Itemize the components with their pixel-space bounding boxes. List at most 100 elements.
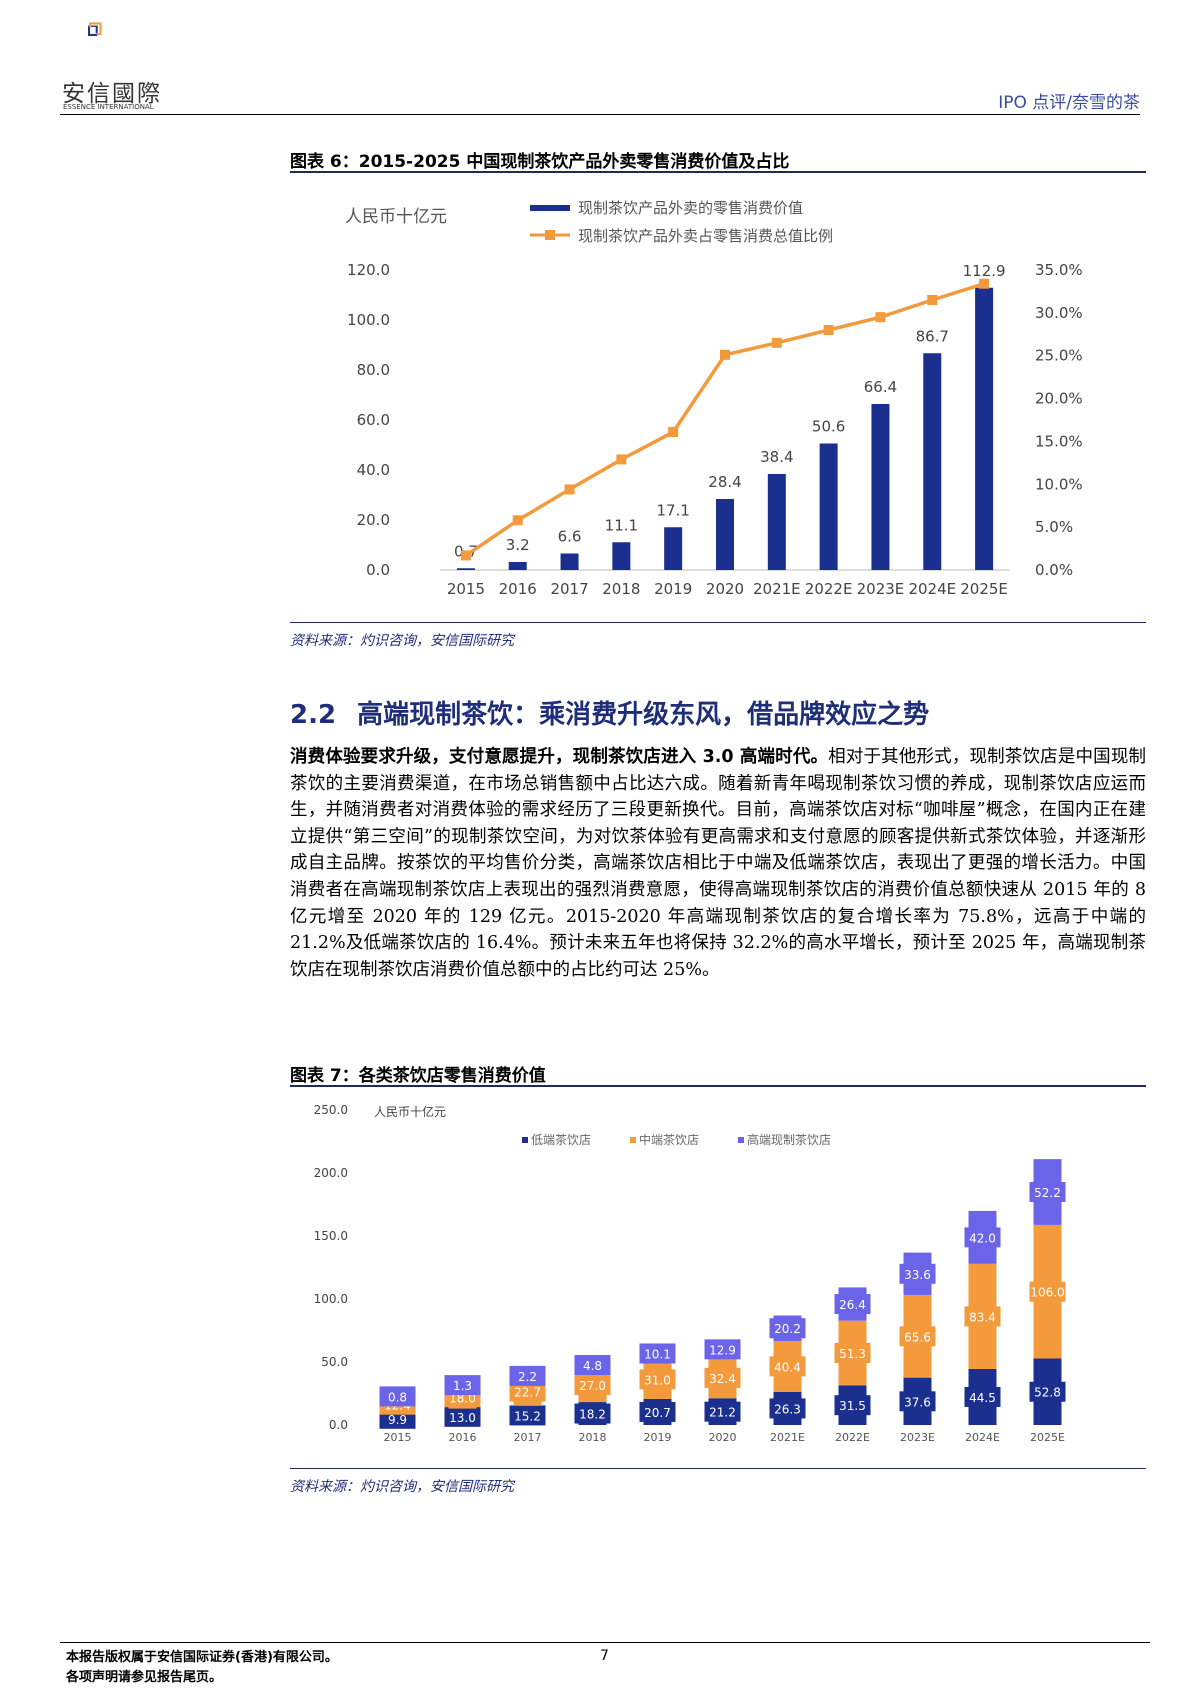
stack-label-bg xyxy=(639,1369,676,1390)
stack-label-bg xyxy=(574,1375,611,1396)
share-point-2020 xyxy=(720,349,730,360)
stack-value-label: 20.2 xyxy=(774,1322,801,1336)
right-axis-tick: 35.0% xyxy=(1035,261,1083,279)
figure6-title: 图表 6：2015-2025 中国现制茶饮产品外卖零售消费价值及占比 xyxy=(290,152,790,172)
stack-value-label: 32.4 xyxy=(709,1372,736,1386)
stack-label-bg xyxy=(704,1339,741,1360)
stack-label-bg xyxy=(704,1367,741,1388)
x-axis-tick: 2021E xyxy=(753,580,801,598)
paragraph-body: 相对于其他形式，现制茶饮店是中国现制茶饮的主要消费渠道，在市场总销售额中占比达六… xyxy=(290,747,1146,980)
x-axis-tick: 2015 xyxy=(447,580,485,598)
stack-label-bg xyxy=(899,1263,936,1284)
figure6-unit-label: 人民币十亿元 xyxy=(345,207,447,227)
bar-2015 xyxy=(456,568,475,570)
stack-value-label: 22.7 xyxy=(514,1386,541,1400)
legend6-line-label: 现制茶饮产品外卖占零售消费总值比例 xyxy=(578,227,833,245)
stack-label-bg xyxy=(574,1355,611,1376)
bar-2021E xyxy=(767,474,786,570)
stack-label-bg xyxy=(899,1326,936,1347)
company-logo-subtitle: ESSENCE INTERNATIONAL xyxy=(63,103,154,111)
footer-disclaimer: 本报告版权属于安信国际证券(香港)有限公司。 各项声明请参见报告尾页。 xyxy=(66,1648,338,1688)
bar-2019 xyxy=(664,527,683,570)
bar-2024E xyxy=(923,353,942,570)
stack-label-bg xyxy=(964,1227,1001,1248)
stack-value-label: 83.4 xyxy=(969,1310,996,1324)
stack-value-label: 106.0 xyxy=(1030,1286,1064,1300)
legend7-swatch-0 xyxy=(522,1137,528,1143)
bar-value-label: 50.6 xyxy=(812,418,845,436)
stack-label-bg xyxy=(509,1365,546,1386)
bar-value-label: 3.2 xyxy=(506,536,530,554)
share-point-2018 xyxy=(616,454,627,465)
stack-value-label: 2.2 xyxy=(518,1370,537,1384)
stack-value-label: 44.5 xyxy=(969,1391,996,1405)
legend7-label-0: 低端茶饮店 xyxy=(531,1132,591,1147)
stack-value-label: 26.4 xyxy=(839,1298,866,1312)
stack-value-label: 42.0 xyxy=(969,1231,996,1245)
stack-value-label: 15.2 xyxy=(514,1409,541,1423)
x-axis-tick: 2016 xyxy=(449,1431,477,1444)
stack-value-label: 40.4 xyxy=(774,1360,801,1374)
legend7-swatch-1 xyxy=(630,1137,636,1143)
y-axis-tick: 150.0 xyxy=(314,1229,348,1243)
stack-label-bg xyxy=(769,1318,806,1339)
left-axis-tick: 80.0 xyxy=(357,361,390,379)
bar-2018 xyxy=(612,542,631,570)
stack-label-bg xyxy=(509,1381,546,1402)
figure7-top-rule xyxy=(290,1085,1146,1087)
stack-value-label: 52.2 xyxy=(1034,1186,1061,1200)
share-point-2023E xyxy=(875,312,886,323)
right-axis-tick: 10.0% xyxy=(1035,475,1083,493)
share-point-2019 xyxy=(668,427,679,437)
share-point-2024E xyxy=(927,295,938,305)
stack-value-label: 9.9 xyxy=(388,1413,407,1427)
x-axis-tick: 2019 xyxy=(654,580,692,598)
company-logo-icon xyxy=(88,22,102,36)
stack-value-label: 51.3 xyxy=(839,1347,866,1361)
stack-label-bg xyxy=(1029,1281,1066,1302)
figure7-source: 资料来源：灼识咨询，安信国际研究 xyxy=(290,1479,514,1495)
section-title-text: 高端现制茶饮：乘消费升级东风，借品牌效应之势 xyxy=(357,700,930,730)
share-point-2021E xyxy=(771,337,782,348)
legend6-line-marker xyxy=(545,230,555,240)
figure7-bottom-rule xyxy=(290,1468,1146,1469)
left-axis-tick: 60.0 xyxy=(357,411,390,429)
bar-value-label: 11.1 xyxy=(605,516,638,534)
stack-label-bg xyxy=(704,1401,741,1422)
y-axis-tick: 100.0 xyxy=(314,1292,348,1306)
share-point-2016 xyxy=(512,515,523,526)
stack-value-label: 21.2 xyxy=(709,1406,736,1420)
bar-value-label: 38.4 xyxy=(760,448,793,466)
share-point-2022E xyxy=(823,325,834,335)
bar-2016 xyxy=(508,562,527,570)
bar-2023E xyxy=(871,404,890,570)
stack-label-bg xyxy=(899,1391,936,1412)
bar-2017 xyxy=(560,553,579,570)
bar-value-label: 86.7 xyxy=(916,327,949,345)
x-axis-tick: 2018 xyxy=(579,1431,607,1444)
stack-label-bg xyxy=(574,1403,611,1424)
y-axis-tick: 250.0 xyxy=(314,1103,348,1117)
figure6-top-rule xyxy=(290,171,1146,173)
x-axis-tick: 2024E xyxy=(965,1431,1000,1444)
stack-value-label: 18.2 xyxy=(579,1408,606,1422)
company-logo-text: 安信國際 xyxy=(62,81,162,107)
stack-label-bg xyxy=(834,1342,871,1363)
report-type-title: IPO 点评/奈雪的茶 xyxy=(998,93,1140,113)
stack-label-bg xyxy=(379,1386,416,1407)
left-axis-tick: 120.0 xyxy=(347,261,390,279)
x-axis-tick: 2015 xyxy=(384,1431,412,1444)
bar-value-label: 17.1 xyxy=(656,501,689,519)
right-axis-tick: 5.0% xyxy=(1035,518,1073,536)
left-axis-tick: 100.0 xyxy=(347,311,390,329)
x-axis-tick: 2020 xyxy=(706,580,744,598)
x-axis-tick: 2022E xyxy=(805,580,853,598)
stack-value-label: 31.5 xyxy=(839,1399,866,1413)
stack-value-label: 52.8 xyxy=(1034,1386,1061,1400)
x-axis-tick: 2021E xyxy=(770,1431,805,1444)
stack-label-bg xyxy=(444,1375,481,1396)
legend6-bar-swatch xyxy=(530,205,570,211)
share-point-2017 xyxy=(564,484,575,495)
x-axis-tick: 2017 xyxy=(550,580,588,598)
